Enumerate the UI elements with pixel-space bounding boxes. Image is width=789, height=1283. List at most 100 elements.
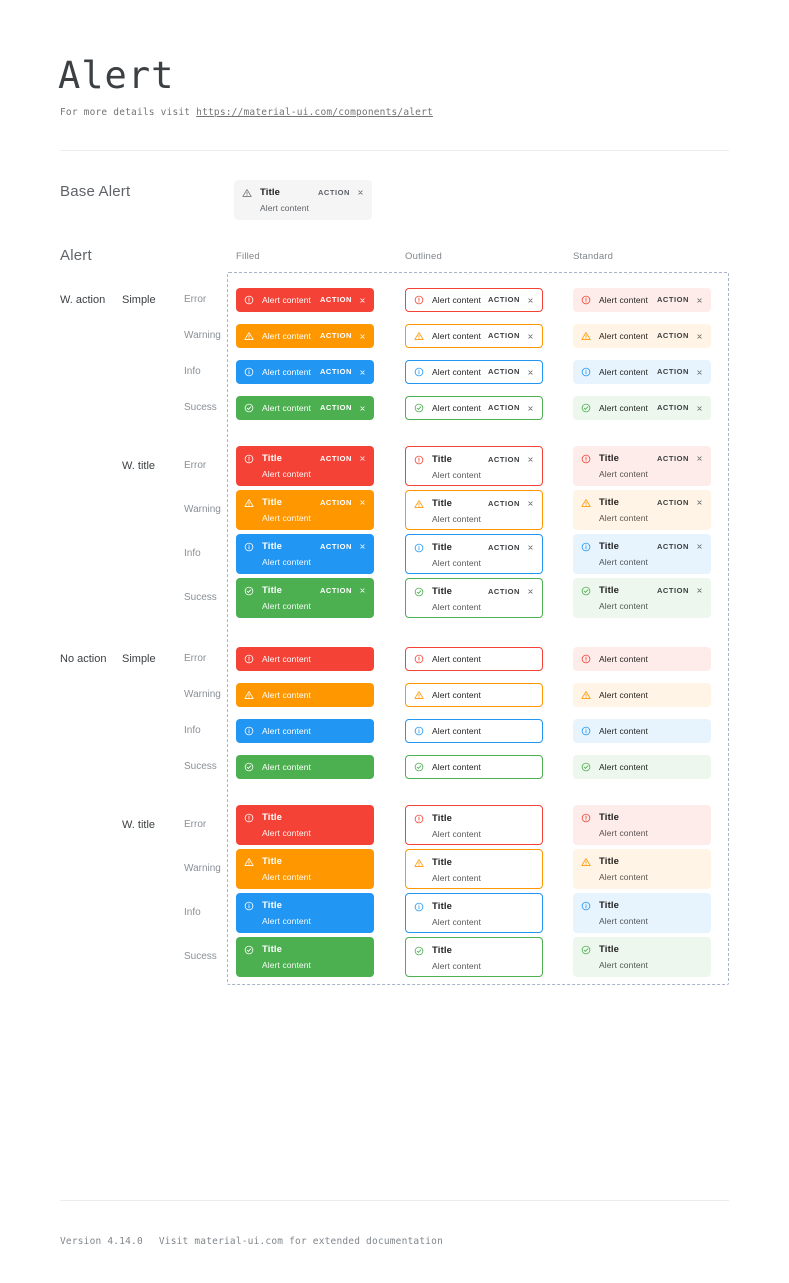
alert-standard-info-with-action: Alert content ACTION [573, 360, 711, 384]
alert-text: Title Alert content [262, 944, 366, 970]
alert-content: Alert content [432, 726, 482, 736]
alert-title: Title [262, 900, 283, 911]
alert-action-button[interactable]: ACTION [487, 367, 520, 376]
close-icon[interactable] [359, 455, 366, 462]
alert-text: Alert content [432, 331, 482, 341]
docs-link[interactable]: https://material-ui.com/components/alert [196, 107, 433, 118]
alert-action-button[interactable]: ACTION [319, 367, 352, 376]
alert-section-label: Alert [60, 247, 92, 264]
alert-content: Alert content [262, 916, 312, 926]
alert-action-button[interactable]: ACTION [656, 498, 689, 507]
close-icon[interactable] [696, 543, 703, 550]
close-icon[interactable] [696, 455, 703, 462]
alert-action-button[interactable]: ACTION [487, 499, 520, 508]
close-icon[interactable] [696, 333, 703, 340]
alert-content: Alert content [262, 513, 312, 523]
alert-action-button[interactable]: ACTION [319, 403, 352, 412]
alert-action-button[interactable]: ACTION [656, 586, 689, 595]
info-icon [244, 542, 254, 552]
success-icon [244, 586, 254, 596]
close-icon[interactable] [357, 189, 364, 196]
alert-standard-success-with-action: Alert content ACTION [573, 396, 711, 420]
alert-title: Title [599, 812, 620, 823]
alert-action-button[interactable]: ACTION [656, 367, 689, 376]
alert-action-button[interactable]: ACTION [656, 403, 689, 412]
close-icon[interactable] [359, 369, 366, 376]
variants-dashed-container [227, 272, 729, 985]
close-icon[interactable] [359, 333, 366, 340]
alert-text: Alert content [599, 726, 703, 736]
alert-text: Alert content [432, 403, 482, 413]
warning-icon [244, 498, 254, 508]
close-icon[interactable] [527, 297, 534, 304]
success-icon [244, 762, 254, 772]
success-icon [244, 403, 254, 413]
alert-action-button[interactable]: ACTION [487, 455, 520, 464]
alert-outlined-warning-titled-with-action: Title Alert content ACTION [405, 490, 543, 530]
close-icon[interactable] [696, 587, 703, 594]
error-icon [244, 813, 254, 823]
alert-filled-info-with-action: Alert content ACTION [236, 360, 374, 384]
close-icon[interactable] [527, 544, 534, 551]
base-alert: Title Alert content ACTION [234, 180, 372, 220]
close-icon[interactable] [359, 499, 366, 506]
close-icon[interactable] [527, 456, 534, 463]
alert-action-button[interactable]: ACTION [319, 295, 352, 304]
alert-outlined-error-with-action: Alert content ACTION [405, 288, 543, 312]
alert-action-button[interactable]: ACTION [656, 295, 689, 304]
alert-outlined-warning-with-action: Alert content ACTION [405, 324, 543, 348]
alert-outlined-success-titled-with-action: Title Alert content ACTION [405, 578, 543, 618]
subgroup-label-simple: Simple [122, 293, 156, 306]
alert-action-button[interactable]: ACTION [319, 586, 352, 595]
subgroup-label-w-title: W. title [122, 459, 156, 472]
close-icon[interactable] [359, 405, 366, 412]
alert-text: Title Alert content [432, 542, 482, 568]
alert-action-button[interactable]: ACTION [319, 454, 352, 463]
alert-text: Title Alert content [599, 497, 651, 523]
alert-action-button[interactable]: ACTION [487, 543, 520, 552]
alert-action-button[interactable]: ACTION [319, 331, 352, 340]
alert-action-button[interactable]: ACTION [656, 454, 689, 463]
alert-text: Title Alert content [599, 453, 651, 479]
close-icon[interactable] [527, 500, 534, 507]
alert-content: Alert content [599, 331, 649, 341]
close-icon[interactable] [359, 587, 366, 594]
alert-standard-info-titled-with-action: Title Alert content ACTION [573, 534, 711, 574]
alert-action-button[interactable]: ACTION [319, 542, 352, 551]
close-icon[interactable] [527, 588, 534, 595]
severity-label-error: Error [184, 460, 207, 471]
alert-action-button[interactable]: ACTION [487, 403, 520, 412]
alert-action-button[interactable]: ACTION [319, 498, 352, 507]
close-icon[interactable] [359, 297, 366, 304]
severity-label-success: Sucess [184, 402, 217, 413]
alert-action-button[interactable]: ACTION [317, 188, 350, 197]
close-icon[interactable] [359, 543, 366, 550]
success-icon [244, 945, 254, 955]
alert-action-button[interactable]: ACTION [656, 542, 689, 551]
close-icon[interactable] [696, 405, 703, 412]
alert-content: Alert content [262, 601, 312, 611]
alert-text: Alert content [599, 654, 703, 664]
alert-action-button[interactable]: ACTION [487, 331, 520, 340]
alert-text: Title Alert content [262, 812, 366, 838]
alert-filled-info-titled: Title Alert content [236, 893, 374, 933]
alert-action-button[interactable]: ACTION [487, 295, 520, 304]
error-icon [414, 295, 424, 305]
success-icon [581, 403, 591, 413]
info-icon [414, 543, 424, 553]
close-icon[interactable] [696, 369, 703, 376]
alert-action-button[interactable]: ACTION [656, 331, 689, 340]
alert-content: Alert content [262, 557, 312, 567]
warning-triangle-icon [242, 188, 252, 198]
close-icon[interactable] [696, 297, 703, 304]
close-icon[interactable] [527, 333, 534, 340]
close-icon[interactable] [527, 369, 534, 376]
page-title: Alert [58, 54, 175, 97]
alert-content: Alert content [599, 601, 649, 611]
close-icon[interactable] [696, 499, 703, 506]
alert-content: Alert content [599, 295, 649, 305]
alert-action-button[interactable]: ACTION [487, 587, 520, 596]
alert-text: Alert content [599, 367, 651, 377]
close-icon[interactable] [527, 405, 534, 412]
alert-content: Alert content [599, 762, 649, 772]
